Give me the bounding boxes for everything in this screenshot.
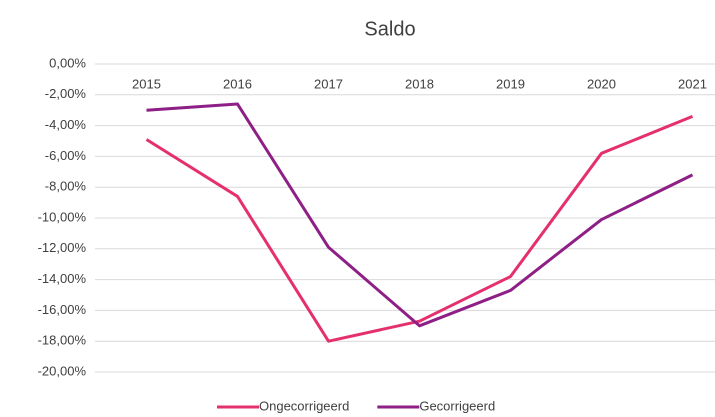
- y-tick-label: -4,00%: [45, 117, 87, 132]
- x-tick-label: 2018: [405, 76, 434, 91]
- y-tick-label: -12,00%: [38, 240, 87, 255]
- y-tick-label: -10,00%: [38, 209, 87, 224]
- y-tick-label: -16,00%: [38, 302, 87, 317]
- y-tick-label: -18,00%: [38, 333, 87, 348]
- legend-label: Ongecorrigeerd: [259, 398, 349, 413]
- line-series: [146, 102, 694, 328]
- y-tick-label: 0,00%: [49, 55, 86, 70]
- x-tick-label: 2019: [496, 76, 525, 91]
- x-tick-label: 2016: [223, 76, 252, 91]
- x-tick-label: 2017: [314, 76, 343, 91]
- legend-label: Gecorrigeerd: [419, 398, 495, 413]
- x-tick-label: 2021: [678, 76, 707, 91]
- y-tick-label: -6,00%: [45, 148, 87, 163]
- y-tick-label: -20,00%: [38, 363, 87, 378]
- y-tick-label: -2,00%: [45, 86, 87, 101]
- line-series: [145, 114, 694, 343]
- y-tick-label: -14,00%: [38, 271, 87, 286]
- chart-title: Saldo: [364, 18, 415, 40]
- x-tick-label: 2015: [132, 76, 161, 91]
- x-tick-label: 2020: [587, 76, 616, 91]
- y-tick-label: -8,00%: [45, 179, 87, 194]
